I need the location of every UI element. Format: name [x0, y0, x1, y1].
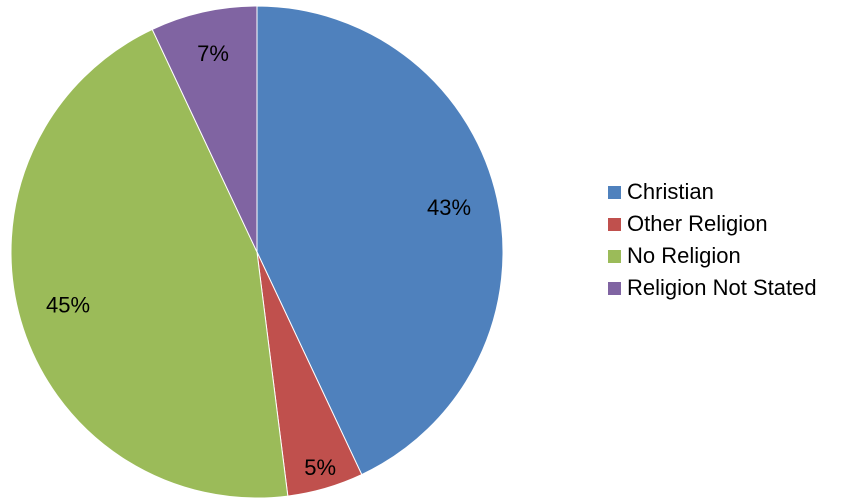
- legend-swatch: [608, 185, 621, 199]
- legend-swatch: [608, 281, 621, 295]
- pie-slice-no-religion: [10, 28, 289, 498]
- pie-slice-religion-not-stated: [151, 5, 258, 253]
- data-label-no-religion: 45%: [46, 293, 90, 318]
- pie-slice-christian: [256, 5, 504, 476]
- legend-swatch: [608, 249, 621, 263]
- legend-label: No Religion: [627, 243, 741, 268]
- legend-label: Christian: [627, 179, 714, 204]
- legend-label: Other Religion: [627, 211, 768, 236]
- data-label-religion-not-stated: 7%: [197, 41, 229, 66]
- data-label-other-religion: 5%: [304, 455, 336, 480]
- chart-legend: Christian Other Religion No Religion Religi…: [608, 176, 817, 304]
- legend-label: Religion Not Stated: [627, 275, 817, 300]
- legend-swatch: [608, 217, 621, 231]
- data-label-christian: 43%: [427, 195, 471, 220]
- legend-item-no-religion: No Religion: [608, 240, 817, 272]
- legend-item-christian: Christian: [608, 176, 817, 208]
- legend-item-other-religion: Other Religion: [608, 208, 817, 240]
- legend-item-religion-not-stated: Religion Not Stated: [608, 272, 817, 304]
